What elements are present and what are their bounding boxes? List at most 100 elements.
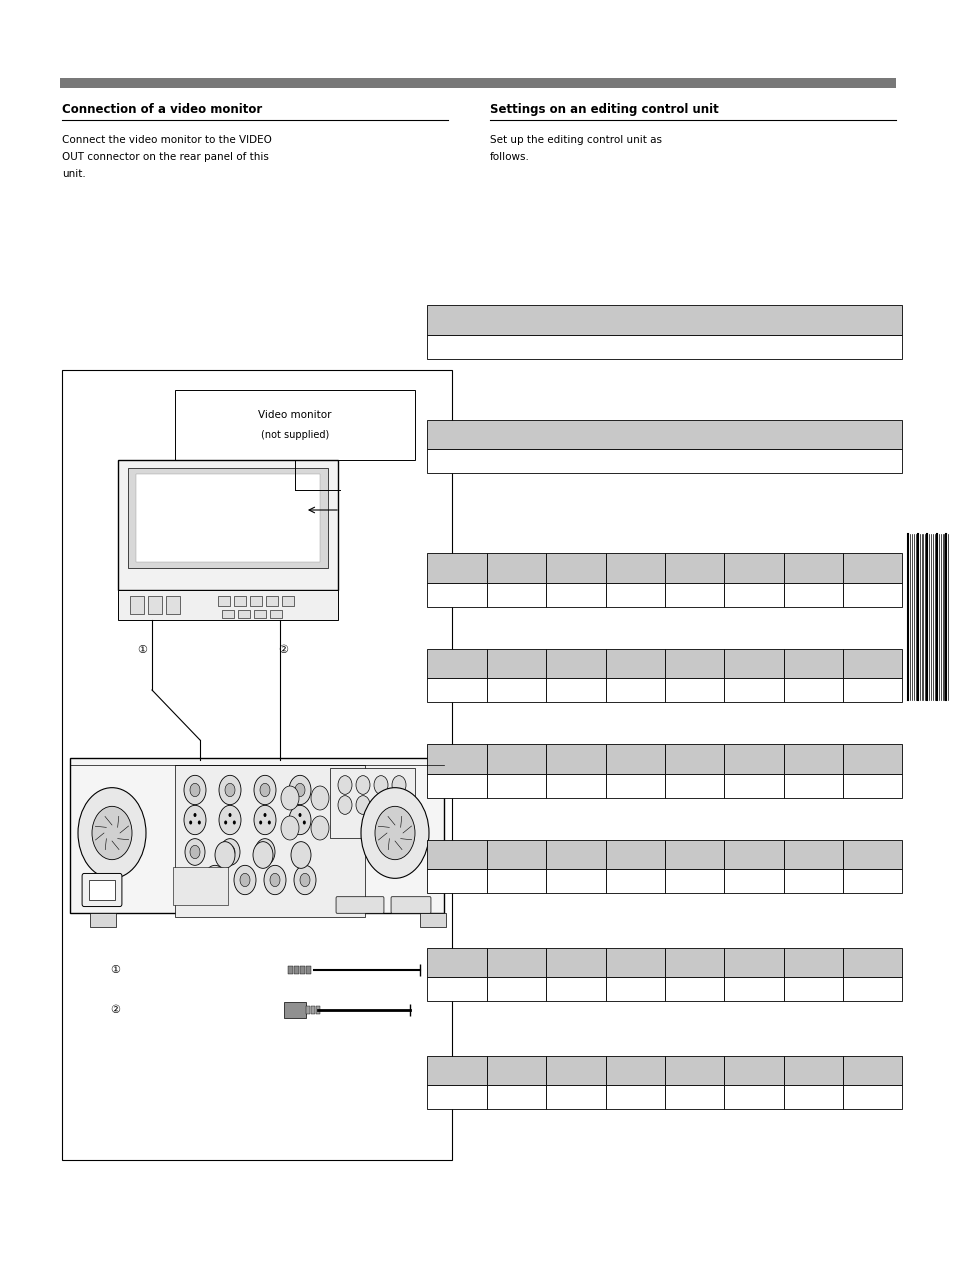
Bar bbox=[299, 965, 305, 974]
Bar bbox=[782, 553, 842, 583]
Bar bbox=[90, 913, 116, 927]
Bar bbox=[486, 583, 545, 607]
Circle shape bbox=[91, 806, 132, 860]
Bar bbox=[605, 948, 664, 977]
Bar bbox=[545, 583, 605, 607]
Bar bbox=[782, 744, 842, 773]
Bar bbox=[486, 1056, 545, 1085]
Bar bbox=[723, 948, 783, 977]
Circle shape bbox=[294, 820, 296, 824]
Bar bbox=[118, 590, 337, 619]
Bar bbox=[545, 773, 605, 798]
Bar bbox=[427, 1085, 486, 1109]
Bar bbox=[486, 977, 545, 1001]
Bar bbox=[427, 1056, 486, 1085]
Bar bbox=[842, 840, 902, 869]
Circle shape bbox=[189, 820, 192, 824]
Bar bbox=[130, 597, 144, 614]
Bar bbox=[419, 913, 446, 927]
Bar bbox=[842, 678, 902, 702]
Bar bbox=[237, 611, 250, 618]
Text: (not supplied): (not supplied) bbox=[260, 430, 329, 440]
Bar bbox=[545, 744, 605, 773]
Bar bbox=[545, 678, 605, 702]
Circle shape bbox=[311, 786, 329, 810]
Text: follows.: follows. bbox=[490, 151, 529, 162]
Bar bbox=[427, 948, 486, 977]
Circle shape bbox=[184, 776, 206, 805]
Bar bbox=[842, 583, 902, 607]
Bar bbox=[664, 869, 723, 893]
Circle shape bbox=[219, 776, 241, 805]
Circle shape bbox=[253, 776, 275, 805]
Circle shape bbox=[264, 865, 286, 894]
Circle shape bbox=[281, 817, 298, 840]
Bar bbox=[842, 948, 902, 977]
Circle shape bbox=[219, 805, 241, 834]
Bar bbox=[605, 840, 664, 869]
Bar bbox=[148, 597, 162, 614]
Circle shape bbox=[337, 776, 352, 794]
Bar bbox=[427, 649, 486, 678]
Bar bbox=[306, 965, 311, 974]
Circle shape bbox=[193, 813, 196, 817]
Bar bbox=[311, 1006, 314, 1014]
Bar bbox=[605, 869, 664, 893]
Bar bbox=[782, 649, 842, 678]
Bar bbox=[664, 553, 723, 583]
Circle shape bbox=[299, 874, 310, 887]
Circle shape bbox=[220, 838, 240, 865]
Bar bbox=[250, 597, 262, 605]
Text: OUT connector on the rear panel of this: OUT connector on the rear panel of this bbox=[62, 151, 269, 162]
Circle shape bbox=[270, 874, 280, 887]
Circle shape bbox=[190, 784, 200, 796]
Circle shape bbox=[184, 805, 206, 834]
Bar bbox=[89, 880, 115, 901]
Bar bbox=[282, 597, 294, 605]
Bar bbox=[427, 305, 902, 335]
Bar bbox=[545, 649, 605, 678]
Bar bbox=[166, 597, 180, 614]
Bar bbox=[723, 583, 783, 607]
Bar bbox=[545, 1056, 605, 1085]
Bar bbox=[723, 744, 783, 773]
Circle shape bbox=[210, 874, 220, 887]
Circle shape bbox=[392, 796, 406, 814]
Bar bbox=[664, 649, 723, 678]
Bar bbox=[174, 391, 415, 460]
Circle shape bbox=[337, 796, 352, 814]
Bar bbox=[294, 965, 298, 974]
Bar bbox=[545, 553, 605, 583]
FancyBboxPatch shape bbox=[391, 897, 431, 913]
Bar bbox=[284, 1002, 306, 1018]
Bar bbox=[664, 840, 723, 869]
Circle shape bbox=[355, 776, 370, 794]
Text: ②: ② bbox=[277, 645, 288, 655]
Circle shape bbox=[233, 865, 255, 894]
Bar bbox=[605, 744, 664, 773]
Circle shape bbox=[225, 784, 234, 796]
Text: ①: ① bbox=[110, 965, 120, 976]
Bar bbox=[60, 78, 895, 88]
Circle shape bbox=[260, 846, 270, 859]
Bar bbox=[664, 773, 723, 798]
Bar bbox=[172, 868, 228, 904]
Bar bbox=[723, 649, 783, 678]
Circle shape bbox=[281, 786, 298, 810]
Circle shape bbox=[253, 805, 275, 834]
Bar bbox=[222, 611, 233, 618]
Bar bbox=[605, 1085, 664, 1109]
Bar bbox=[782, 773, 842, 798]
Bar bbox=[782, 1056, 842, 1085]
Bar bbox=[174, 764, 365, 917]
Bar bbox=[782, 869, 842, 893]
Circle shape bbox=[185, 838, 205, 865]
Circle shape bbox=[355, 796, 370, 814]
Bar bbox=[427, 420, 902, 449]
Circle shape bbox=[294, 784, 305, 796]
Bar bbox=[723, 553, 783, 583]
Bar bbox=[782, 583, 842, 607]
Bar bbox=[486, 1085, 545, 1109]
Bar bbox=[427, 583, 486, 607]
Bar bbox=[62, 370, 452, 1160]
